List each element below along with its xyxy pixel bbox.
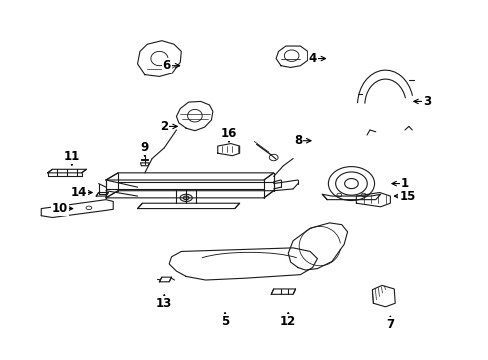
Text: 16: 16 [220, 127, 237, 140]
Text: 2: 2 [160, 120, 168, 133]
Text: 6: 6 [162, 59, 170, 72]
Text: 4: 4 [308, 52, 316, 65]
Text: 7: 7 [386, 318, 394, 331]
Text: 15: 15 [398, 190, 415, 203]
Text: 8: 8 [293, 134, 302, 147]
Text: 14: 14 [71, 186, 87, 199]
Text: 10: 10 [52, 202, 68, 215]
Text: 3: 3 [422, 95, 430, 108]
Text: 5: 5 [221, 315, 229, 328]
Text: 1: 1 [400, 177, 408, 190]
Text: 12: 12 [280, 315, 296, 328]
Text: 13: 13 [156, 297, 172, 310]
Text: 11: 11 [63, 150, 80, 163]
Text: 9: 9 [141, 141, 149, 154]
